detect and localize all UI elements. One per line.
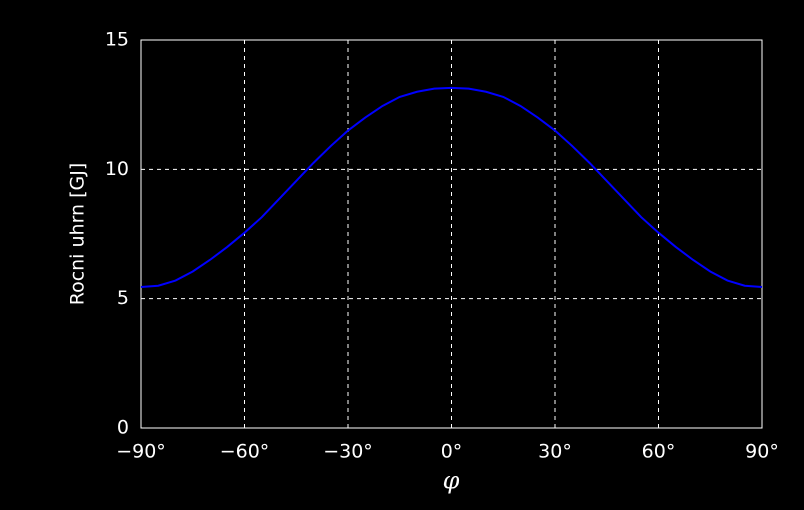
x-axis-label: φ <box>443 467 460 495</box>
x-tick-label: 0° <box>441 441 463 463</box>
x-tick-label: −90° <box>116 441 166 463</box>
y-tick-label: 15 <box>105 29 129 51</box>
y-tick-label: 0 <box>117 417 129 439</box>
y-axis-label: Rocni uhrn [GJ] <box>67 163 89 306</box>
x-tick-label: −60° <box>220 441 270 463</box>
x-tick-label: 90° <box>745 441 779 463</box>
x-tick-label: 30° <box>538 441 572 463</box>
x-tick-label: −30° <box>323 441 373 463</box>
data-line <box>140 86 763 289</box>
x-tick-label: 60° <box>642 441 676 463</box>
y-tick-label: 10 <box>105 158 129 180</box>
y-tick-label: 5 <box>117 287 129 309</box>
plot-frame <box>140 39 763 429</box>
